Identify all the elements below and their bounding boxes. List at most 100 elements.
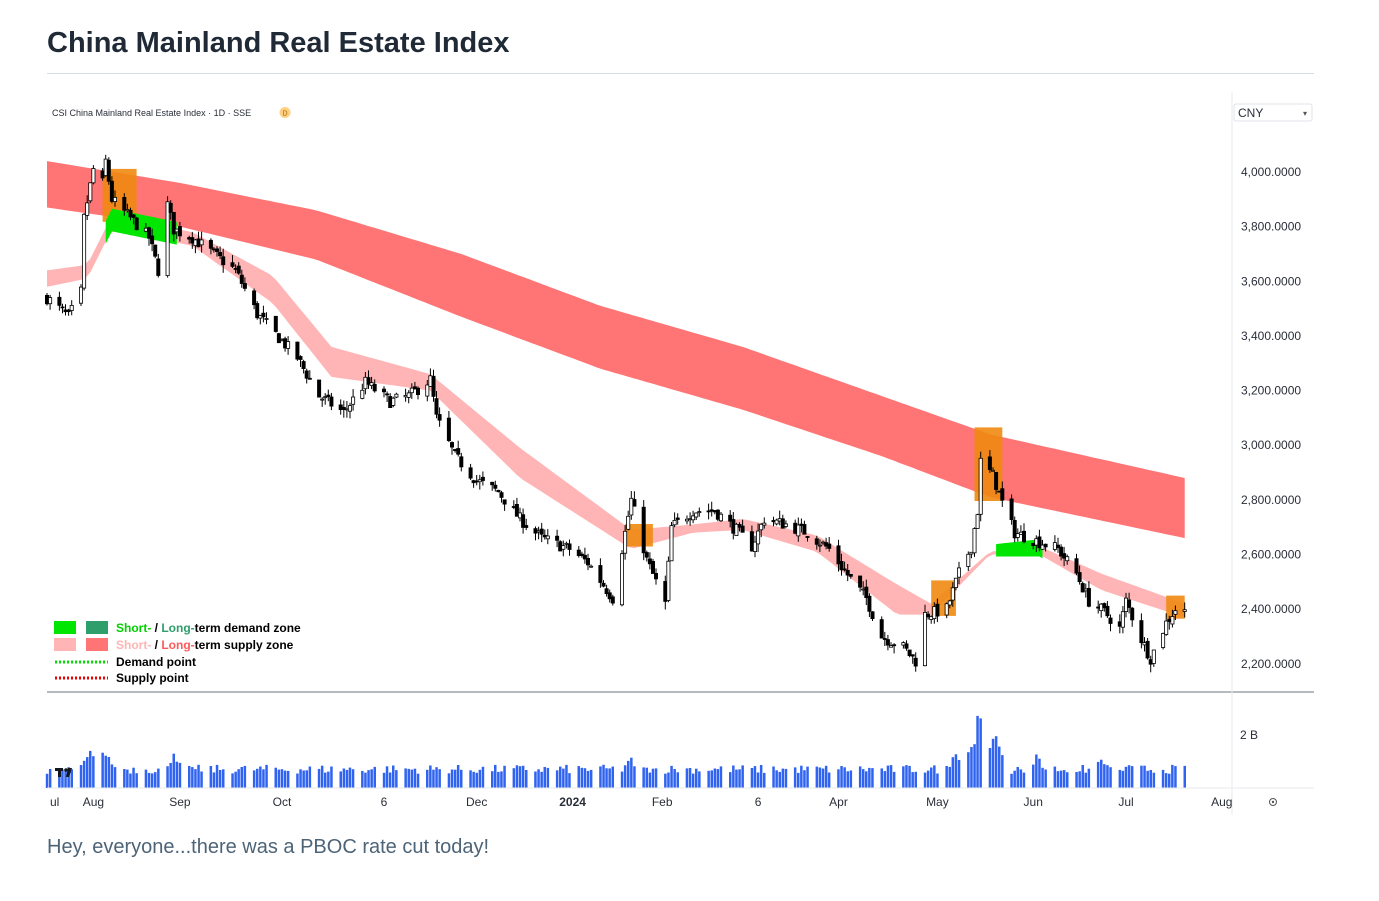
volume-bar (664, 773, 667, 788)
volume-bar (1140, 765, 1143, 788)
candle-body (802, 524, 807, 535)
candle-body (913, 657, 918, 667)
volume-bar (559, 766, 562, 788)
volume-bar (512, 768, 516, 788)
volume-bar (930, 767, 933, 788)
volume-bar (447, 773, 451, 788)
volume-bar (426, 769, 429, 788)
volume-bar (1041, 767, 1044, 788)
currency-selector[interactable]: CNY ▾ (1233, 103, 1313, 122)
volume-bar (92, 756, 95, 788)
volume-bar (429, 765, 432, 788)
candle-body (1182, 609, 1187, 612)
candle-body (320, 398, 325, 401)
time-tick-label: Apr (829, 795, 848, 809)
candle-body (944, 603, 949, 616)
volume-bar (435, 767, 438, 788)
candle-body (134, 217, 139, 231)
candle-body (632, 499, 637, 507)
volume-bar (404, 768, 407, 788)
timezone-settings-icon[interactable] (1269, 798, 1277, 806)
candle-body (214, 248, 219, 252)
candle-body (867, 595, 872, 612)
time-tick-label: Oct (273, 795, 292, 809)
candle-body (651, 561, 656, 574)
price-tick-label: 2,400.0000 (1241, 602, 1301, 616)
volume-bar (1056, 771, 1060, 788)
volume-bar (252, 770, 256, 788)
volume-bar (902, 766, 905, 788)
volume-bar (475, 772, 478, 788)
volume-bar (605, 768, 608, 788)
candle-body (910, 654, 915, 657)
candle-body (326, 394, 331, 397)
candle-body (604, 588, 609, 595)
demand-short-swatch (54, 621, 76, 634)
candle-body (131, 214, 136, 218)
candle-body (437, 414, 442, 421)
volume-bar (602, 764, 605, 788)
volume-bar (82, 760, 86, 788)
volume-bar (361, 770, 364, 788)
price-axis[interactable]: 4,000.0000 3,800.0000 3,600.0000 3,400.0000… (1241, 165, 1301, 671)
volume-bar (416, 773, 420, 788)
candle-body (1022, 530, 1027, 543)
volume-bar (521, 765, 525, 788)
candle-body (567, 543, 572, 550)
candle-body (242, 283, 247, 289)
volume-bar (858, 766, 862, 788)
candle-body (885, 639, 890, 646)
volume-bar (583, 768, 587, 788)
candle-body (385, 393, 390, 396)
exchange-badge: D (282, 111, 287, 118)
volume-bar (48, 769, 52, 788)
volume-bar (370, 769, 373, 788)
candle-body (456, 448, 461, 455)
candle-body (514, 503, 519, 517)
volume-bar (673, 769, 676, 788)
candle-body (468, 467, 473, 479)
candle-body (1161, 633, 1166, 648)
volume-bar (200, 771, 203, 788)
time-axis[interactable]: ul Aug Sep Oct 6 Dec 2024 Feb 6 Apr May Jun Jul Aug (50, 795, 1232, 809)
tradingview-logo-icon[interactable] (55, 768, 72, 777)
volume-bar (1146, 770, 1149, 788)
volume-bar (58, 773, 61, 788)
candle-body (728, 514, 733, 522)
volume-bar (135, 773, 138, 788)
candle-body (329, 396, 334, 407)
volume-bar (410, 769, 414, 788)
volume-bar (339, 771, 342, 788)
volume-bar (407, 768, 410, 788)
volume-bar (926, 770, 930, 788)
volume-bar (970, 747, 973, 788)
candle-body (521, 514, 526, 528)
price-tick-label: 2,600.0000 (1241, 548, 1301, 562)
candle-body (589, 565, 594, 568)
candles-layer (45, 154, 1187, 673)
post-caption: Hey, everyone...there was a PBOC rate cu… (47, 836, 490, 858)
candle-body (672, 520, 677, 526)
candle-body (545, 535, 550, 540)
volume-bar (815, 766, 819, 788)
volume-bar (889, 765, 893, 788)
volume-bar (651, 768, 655, 788)
volume-bar (218, 770, 222, 788)
time-tick-label: ul (50, 795, 59, 809)
candle-body (923, 612, 928, 667)
volume-bar (880, 768, 883, 788)
candle-body (1074, 558, 1079, 574)
volume-bar (1106, 765, 1109, 788)
volume-bar (865, 771, 868, 788)
candle-body (539, 528, 544, 535)
candle-body (814, 538, 819, 545)
candle-body (171, 211, 176, 235)
volume-bar (778, 771, 781, 788)
candle-body (694, 512, 699, 518)
volume-bar (849, 770, 853, 788)
candle-body (926, 613, 931, 618)
volume-bar (611, 766, 614, 788)
volume-bar (1096, 761, 1100, 788)
volume-bar (299, 769, 302, 788)
